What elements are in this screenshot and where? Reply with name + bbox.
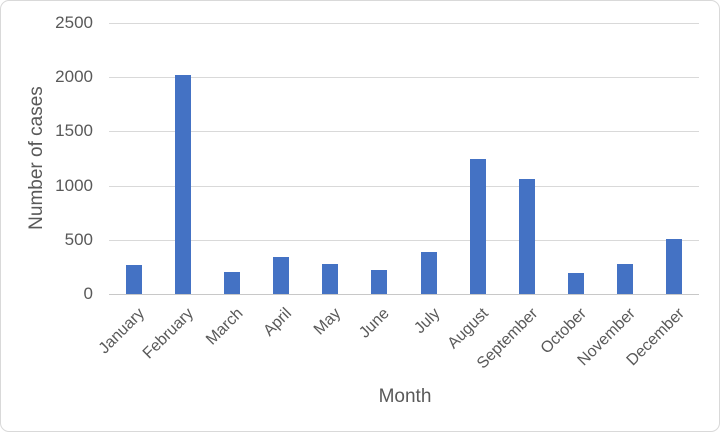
gridline — [109, 23, 699, 24]
x-tick-label: August — [444, 305, 493, 353]
bar-november — [617, 264, 633, 294]
bar-april — [273, 257, 289, 294]
bar-december — [666, 239, 682, 294]
gridline — [109, 240, 699, 241]
gridline — [109, 186, 699, 187]
x-axis-title: Month — [378, 386, 432, 407]
y-tick-label: 2500 — [55, 13, 93, 32]
x-tick-label: March — [202, 305, 247, 349]
bar-january — [126, 265, 142, 294]
x-tick-label: February — [139, 305, 198, 363]
gridline — [109, 77, 699, 78]
bar-august — [470, 159, 486, 294]
bar-may — [322, 264, 338, 294]
y-tick-label: 2000 — [55, 67, 93, 86]
x-tick-label: July — [410, 305, 444, 338]
x-tick-label: April — [260, 305, 296, 340]
y-tick-label: 500 — [64, 230, 93, 249]
y-tick-label: 0 — [83, 284, 93, 303]
y-tick-label: 1500 — [55, 121, 93, 140]
bar-march — [224, 272, 240, 294]
bar-september — [519, 179, 535, 294]
x-axis-line — [109, 294, 699, 295]
bar-july — [421, 252, 437, 294]
y-tick-label: 1000 — [55, 176, 93, 195]
bar-june — [371, 270, 387, 294]
gridline — [109, 131, 699, 132]
x-tick-label: June — [356, 305, 394, 342]
bar-february — [175, 75, 191, 294]
x-tick-label: May — [310, 305, 345, 339]
bar-october — [568, 273, 584, 294]
